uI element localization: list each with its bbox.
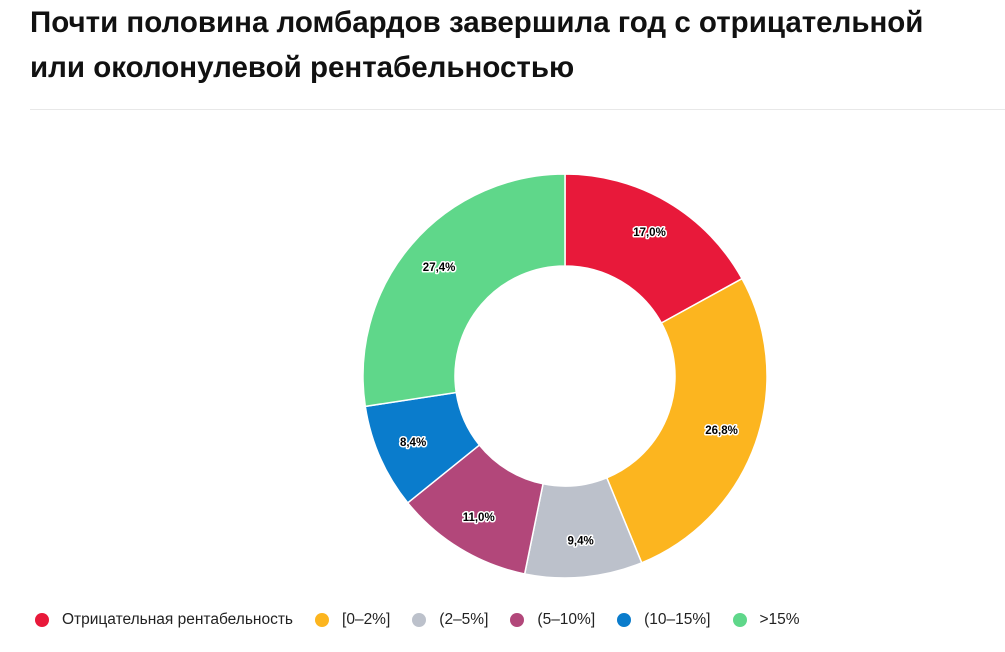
slice-data-label-1: 17,0%: [633, 227, 666, 239]
legend-marker-icon: [35, 613, 49, 627]
slice-data-label-5: 8,4%: [400, 437, 426, 449]
legend-item-2[interactable]: [0–2%]: [315, 609, 390, 631]
legend-label: [0–2%]: [342, 611, 391, 628]
legend-label: (2–5%]: [439, 611, 489, 628]
slice-data-label-2: 26,8%: [705, 425, 738, 437]
legend-marker-icon: [510, 613, 525, 627]
legend-marker-icon: [732, 613, 747, 627]
donut-chart: 17,0% 26,8% 9,4% 11,0% 8,4% 27,4%: [362, 173, 768, 579]
donut-chart-area: 17,0% 26,8% 9,4% 11,0% 8,4% 27,4%: [0, 110, 1005, 600]
slice-data-label-3: 9,4%: [568, 535, 594, 547]
legend-marker-icon: [315, 613, 330, 627]
legend-label: Отрицательная рентабельность: [62, 611, 294, 628]
legend-item-1[interactable]: Отрицательная рентабельность: [35, 609, 293, 631]
donut-slice-2: [605, 277, 768, 564]
slice-data-label-4: 11,0%: [463, 512, 495, 524]
legend-item-6[interactable]: >15%: [732, 609, 800, 631]
legend-marker-icon: [412, 613, 427, 627]
donut-slice-6: [362, 173, 566, 408]
legend-label: >15%: [759, 611, 800, 628]
legend-item-5[interactable]: (10–15%]: [617, 609, 711, 631]
legend-label: (5–10%]: [537, 611, 596, 628]
slice-data-label-6: 27,4%: [423, 262, 456, 274]
legend-marker-icon: [617, 613, 632, 627]
legend-label: (10–15%]: [644, 611, 711, 628]
chart-title-line-1: Почти половина ломбардов завершила год с…: [30, 6, 924, 39]
legend-item-3[interactable]: (2–5%]: [412, 609, 488, 631]
donut-slice-1: [564, 173, 744, 325]
chart-title: Почти половина ломбардов завершила год с…: [30, 0, 1005, 90]
chart-title-line-2: или околонулевой рентабельностью: [30, 51, 575, 84]
title-divider: [30, 109, 1005, 110]
chart-legend: Отрицательная рентабельность [0–2%] (2–5%]…: [35, 609, 822, 631]
legend-item-4[interactable]: (5–10%]: [510, 609, 595, 631]
